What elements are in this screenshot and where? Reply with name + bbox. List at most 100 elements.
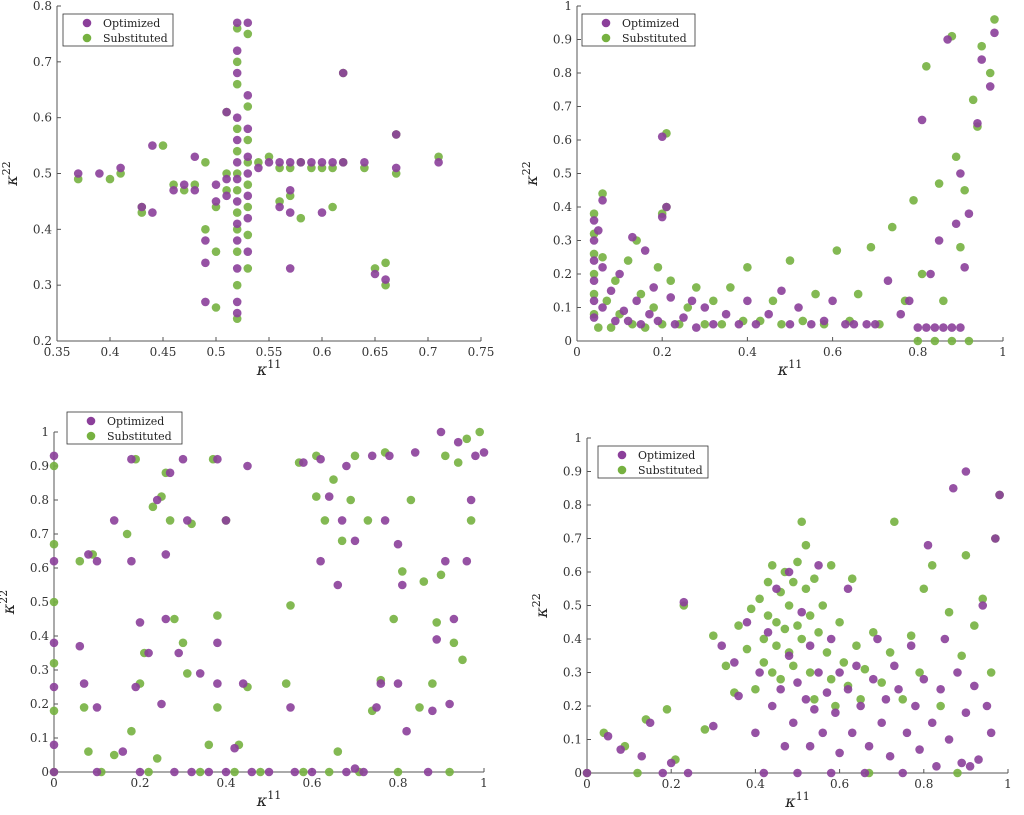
substituted-point [977, 41, 986, 51]
substituted-point [49, 539, 59, 549]
optimized-point [243, 191, 253, 201]
legend: Optimized Substituted [597, 445, 709, 479]
optimized-point [849, 319, 859, 329]
substituted-point [649, 303, 658, 312]
substituted-point [767, 561, 777, 570]
substituted-point [944, 607, 954, 617]
optimized-point [649, 283, 658, 292]
optimized-point [890, 661, 899, 671]
optimized-point [109, 516, 119, 525]
substituted-point [909, 196, 918, 205]
substituted-point [666, 276, 676, 286]
substituted-point [805, 668, 815, 677]
substituted-point [934, 179, 944, 188]
optimized-point [350, 536, 360, 546]
optimized-point [721, 309, 731, 319]
optimized-point [165, 468, 175, 478]
optimized-point [232, 158, 242, 167]
optimized-point [135, 767, 145, 777]
optimized-point [169, 185, 178, 195]
substituted-point [835, 617, 844, 627]
optimized-point [828, 296, 837, 306]
substituted-point [211, 303, 221, 312]
optimized-point [195, 669, 205, 678]
substituted-point [852, 641, 861, 650]
substituted-point [243, 202, 253, 212]
optimized-point [862, 319, 871, 329]
x-tick-label: 0.6 [302, 776, 321, 790]
optimized-point [232, 113, 242, 122]
optimized-point [606, 286, 616, 296]
optimized-point [818, 728, 828, 738]
optimized-point [385, 451, 394, 461]
optimized-point [923, 540, 933, 550]
optimized-point [797, 607, 807, 617]
y-tick-label: 0.4 [553, 200, 572, 214]
optimized-point [479, 448, 489, 457]
substituted-point [144, 767, 153, 777]
substituted-point [213, 611, 222, 620]
optimized-point [316, 556, 325, 566]
optimized-point [843, 684, 853, 694]
optimized-point [232, 308, 242, 318]
legend-marker-substituted [86, 431, 96, 441]
optimized-point [296, 158, 306, 167]
y-tick-label: 0.3 [33, 278, 52, 292]
substituted-point [232, 57, 242, 67]
legend-box [66, 411, 183, 445]
substituted-point [915, 668, 924, 677]
optimized-point [232, 236, 242, 245]
x-tick-label: 0.4 [738, 345, 757, 359]
substituted-point [951, 152, 961, 162]
optimized-point [49, 767, 59, 777]
optimized-point [662, 202, 671, 212]
optimized-point [898, 768, 908, 778]
optimized-point [243, 461, 252, 471]
optimized-point [636, 319, 646, 329]
substituted-point [805, 611, 815, 620]
optimized-point [127, 454, 136, 464]
optimized-point [410, 448, 420, 457]
x-tick-label: 0 [573, 345, 581, 359]
substituted-point [768, 296, 778, 306]
substituted-point [784, 601, 794, 610]
substituted-point [320, 516, 330, 525]
x-tick-label: 1 [1004, 777, 1012, 791]
optimized-point [603, 731, 613, 741]
optimized-point [73, 169, 83, 178]
substituted-point [917, 269, 927, 279]
optimized-point [881, 695, 891, 704]
substituted-point [170, 614, 179, 624]
substituted-point [964, 336, 974, 346]
optimized-point [131, 682, 140, 692]
substituted-point [75, 556, 85, 566]
optimized-point [841, 319, 850, 329]
x-tick-label: 0 [50, 776, 58, 790]
optimized-point [243, 18, 253, 28]
x-tick-label: 0 [583, 777, 591, 791]
optimized-point [793, 768, 802, 778]
optimized-point [285, 185, 295, 195]
substituted-point [743, 263, 752, 272]
substituted-point [810, 695, 819, 704]
optimized-point [211, 180, 221, 189]
optimized-point [814, 668, 823, 677]
substituted-point [822, 648, 832, 657]
optimized-point [628, 232, 637, 242]
substituted-point [936, 701, 945, 711]
substituted-point [700, 725, 710, 734]
optimized-point [801, 695, 811, 704]
y-tick-label: 0.7 [563, 532, 582, 546]
x-tick-label: 0.2 [653, 345, 672, 359]
optimized-point [826, 634, 836, 644]
substituted-point [793, 621, 802, 630]
substituted-point [398, 567, 407, 576]
optimized-point [965, 762, 975, 771]
substituted-point [296, 213, 306, 223]
optimized-point [275, 202, 284, 212]
substituted-point [890, 517, 899, 527]
y-tick-label: 0.7 [553, 100, 572, 114]
optimized-point [653, 316, 663, 326]
y-tick-label: 0.8 [30, 493, 49, 507]
optimized-point [201, 258, 210, 268]
